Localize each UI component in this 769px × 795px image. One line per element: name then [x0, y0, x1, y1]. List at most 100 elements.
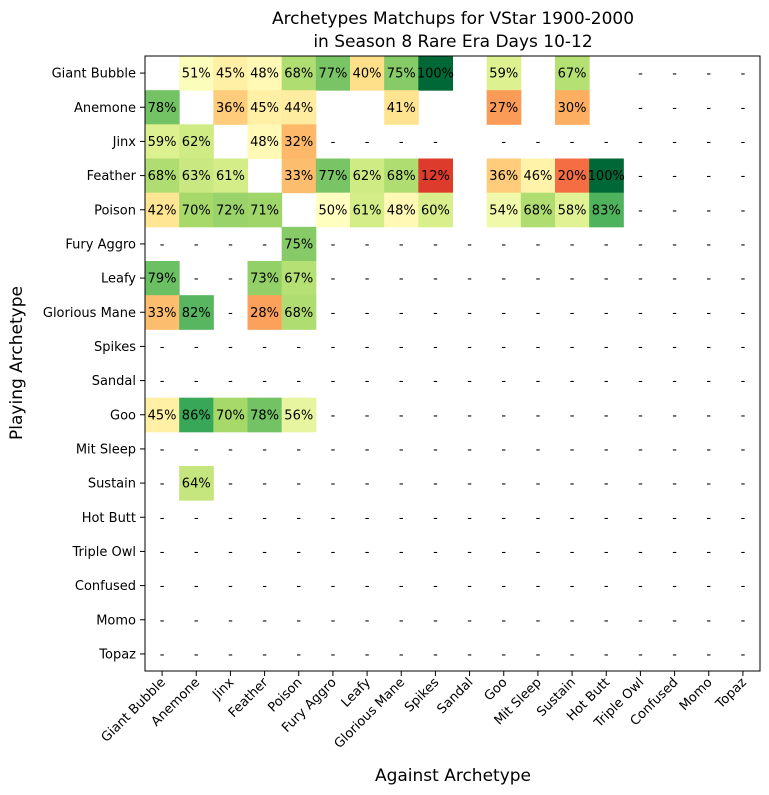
- y-tick-label: Leafy: [101, 272, 136, 287]
- y-tick-labels: Giant Bubble Anemone Jinx Feather Poison Fury…: [43, 67, 145, 662]
- cell-label: -: [467, 272, 472, 287]
- cell-label: -: [331, 579, 336, 594]
- cell-label: -: [501, 442, 506, 457]
- cell-label: -: [638, 237, 643, 252]
- cell-label: -: [365, 237, 370, 252]
- cell-label: 62%: [182, 135, 211, 150]
- y-tick-label: Sustain: [88, 477, 136, 492]
- heatmap-cell: [213, 158, 248, 194]
- cell-label: 42%: [148, 203, 177, 218]
- cell-label: -: [331, 306, 336, 321]
- cell-label: 64%: [182, 477, 211, 492]
- heatmap-cell: [145, 124, 180, 159]
- heatmap-cell: [418, 158, 453, 194]
- cell-label: 60%: [421, 203, 450, 218]
- cell-label: -: [365, 408, 370, 423]
- cell-label: -: [467, 374, 472, 389]
- heatmap-cell: [384, 158, 419, 194]
- heatmap-cell: [145, 397, 180, 433]
- cell-label: -: [160, 511, 165, 526]
- cell-label: -: [604, 135, 609, 150]
- heatmap-cells: 51% 45% 48% 68% 77% 40% 75% 100% 59% 67% - - - -78% 36…: [145, 56, 746, 662]
- cell-label: -: [706, 169, 711, 184]
- heatmap-cell: [281, 90, 317, 125]
- cell-label: -: [262, 579, 267, 594]
- cell-label: -: [433, 374, 438, 389]
- cell-label: 54%: [489, 203, 518, 218]
- cell-label: -: [672, 374, 677, 389]
- cell-label: -: [433, 442, 438, 457]
- cell-label: -: [365, 613, 370, 628]
- cell-label: -: [228, 237, 233, 252]
- y-tick-label: Mit Sleep: [76, 442, 136, 457]
- cell-label: 78%: [148, 101, 177, 116]
- cell-label: -: [160, 442, 165, 457]
- cell-label: -: [501, 647, 506, 662]
- cell-label: -: [706, 306, 711, 321]
- cell-label: 33%: [148, 306, 177, 321]
- cell-label: -: [570, 272, 575, 287]
- heatmap-cell: [281, 295, 317, 330]
- cell-label: -: [331, 135, 336, 150]
- cell-label: -: [672, 203, 677, 218]
- cell-label: -: [638, 579, 643, 594]
- cell-label: -: [399, 306, 404, 321]
- cell-label: -: [741, 340, 746, 355]
- heatmap-cell: [179, 56, 214, 91]
- cell-label: -: [296, 477, 301, 492]
- cell-label: 68%: [523, 203, 552, 218]
- cell-label: -: [228, 374, 233, 389]
- cell-label: 44%: [284, 101, 313, 116]
- cell-label: -: [536, 340, 541, 355]
- cell-label: -: [399, 579, 404, 594]
- cell-label: -: [570, 613, 575, 628]
- cell-label: -: [570, 340, 575, 355]
- heatmap-cell: [145, 90, 180, 125]
- cell-label: -: [638, 272, 643, 287]
- cell-label: 86%: [182, 408, 211, 423]
- heatmap-cell: [213, 397, 248, 433]
- cell-label: -: [706, 272, 711, 287]
- heatmap-cell: [179, 295, 214, 330]
- cell-label: -: [672, 511, 677, 526]
- cell-label: -: [160, 237, 165, 252]
- x-axis-label: Against Archetype: [375, 766, 531, 786]
- cell-label: 20%: [558, 169, 587, 184]
- cell-label: -: [331, 442, 336, 457]
- cell-label: -: [194, 613, 199, 628]
- cell-label: -: [604, 408, 609, 423]
- cell-label: 56%: [284, 408, 313, 423]
- heatmap-cell: [555, 56, 590, 91]
- cell-label: -: [741, 272, 746, 287]
- cell-label: 36%: [489, 169, 518, 184]
- cell-label: 68%: [284, 67, 313, 82]
- heatmap-cell: [555, 158, 590, 194]
- y-tick-label: Triple Owl: [72, 545, 136, 560]
- cell-label: -: [160, 613, 165, 628]
- cell-label: -: [536, 511, 541, 526]
- cell-label: -: [399, 374, 404, 389]
- heatmap-cell: [281, 226, 317, 262]
- cell-label: -: [741, 545, 746, 560]
- cell-label: -: [672, 101, 677, 116]
- cell-label: 33%: [284, 169, 313, 184]
- cell-label: -: [638, 613, 643, 628]
- y-tick-label: Spikes: [94, 340, 136, 355]
- cell-label: -: [501, 477, 506, 492]
- cell-label: 46%: [523, 169, 552, 184]
- cell-label: -: [672, 306, 677, 321]
- cell-label: 68%: [148, 169, 177, 184]
- cell-label: -: [331, 272, 336, 287]
- cell-label: -: [536, 477, 541, 492]
- y-tick-label: Goo: [110, 408, 136, 423]
- cell-label: -: [638, 203, 643, 218]
- cell-label: -: [741, 101, 746, 116]
- heatmap-cell: [350, 158, 385, 194]
- cell-label: -: [638, 477, 643, 492]
- cell-label: -: [604, 545, 609, 560]
- cell-label: -: [672, 613, 677, 628]
- cell-label: -: [194, 340, 199, 355]
- cell-label: -: [570, 511, 575, 526]
- cell-label: 32%: [284, 135, 313, 150]
